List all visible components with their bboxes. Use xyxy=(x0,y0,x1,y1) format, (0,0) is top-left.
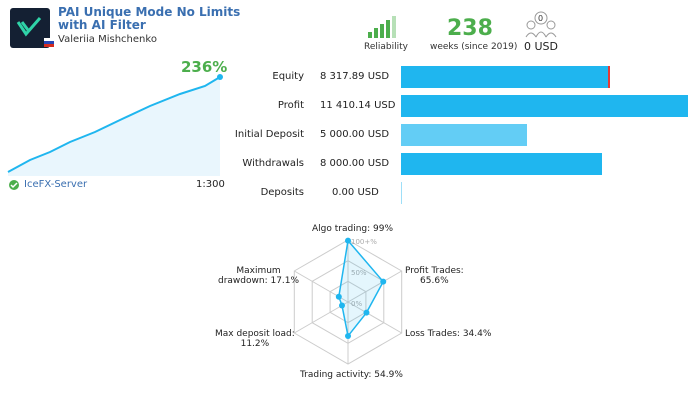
growth-line xyxy=(7,76,221,173)
ring-label: 50% xyxy=(351,269,367,277)
radar-label: Algo trading: 99% xyxy=(312,224,394,234)
radar-chart: 100+% 50% 0% xyxy=(293,237,403,365)
bar xyxy=(401,124,527,146)
radar-point xyxy=(380,278,387,285)
radar-axis xyxy=(294,301,349,334)
logo-mark xyxy=(16,17,42,37)
weeks: 238 xyxy=(447,16,493,41)
radar-point xyxy=(345,333,351,340)
equity-marker xyxy=(608,66,611,88)
row-value: 11 410.14 USD xyxy=(320,100,396,111)
growth: 236% xyxy=(181,58,228,76)
ring-label: 100+% xyxy=(351,238,377,246)
ring-label: 0% xyxy=(351,300,362,308)
radar-label: Loss Trades: 34.4% xyxy=(405,329,492,339)
weeks-label: weeks (since 2019) xyxy=(430,42,518,52)
radar-axis xyxy=(347,301,402,334)
radar-label: Profit Trades: 65.6% xyxy=(405,266,464,286)
radar-point xyxy=(335,293,342,300)
reliability-icon xyxy=(368,16,396,38)
growth-point xyxy=(217,74,223,80)
server: IceFX-Server xyxy=(24,179,88,190)
growth-area xyxy=(8,77,220,176)
radar-point xyxy=(338,302,345,309)
radar-point xyxy=(363,309,370,316)
row-label: Profit xyxy=(277,100,304,111)
radar-label: Max deposit load: 11.2% xyxy=(215,329,295,349)
row-value: 5 000.00 USD xyxy=(320,129,390,140)
radar-label: Maximum drawdown: 17.1% xyxy=(218,266,300,286)
subscribers: 0 xyxy=(538,14,544,23)
row-value: 8 317.89 USD xyxy=(320,71,390,82)
bar xyxy=(401,182,402,204)
bar xyxy=(401,153,603,175)
radar-point xyxy=(345,237,351,244)
funds: 0 USD xyxy=(524,40,558,53)
row-value: 0.00 USD xyxy=(332,187,379,198)
row-label: Initial Deposit xyxy=(234,129,304,140)
bar xyxy=(401,66,611,88)
row-label: Equity xyxy=(272,71,304,82)
signal-title: PAI Unique Mode No Limits with AI Filter xyxy=(58,5,241,32)
radar-axis xyxy=(347,270,402,303)
reliability-label: Reliability xyxy=(364,42,408,52)
subscribers-icon xyxy=(525,11,557,38)
bar xyxy=(401,95,688,117)
leverage: 1:300 xyxy=(196,179,225,190)
author: Valeriia Mishchenko xyxy=(58,34,157,45)
radar-label: Trading activity: 54.9% xyxy=(300,370,403,380)
row-label: Deposits xyxy=(260,187,304,198)
flag xyxy=(44,38,54,41)
row-label: Withdrawals xyxy=(242,158,304,169)
row-value: 8 000.00 USD xyxy=(320,158,390,169)
radar-area xyxy=(338,238,385,338)
